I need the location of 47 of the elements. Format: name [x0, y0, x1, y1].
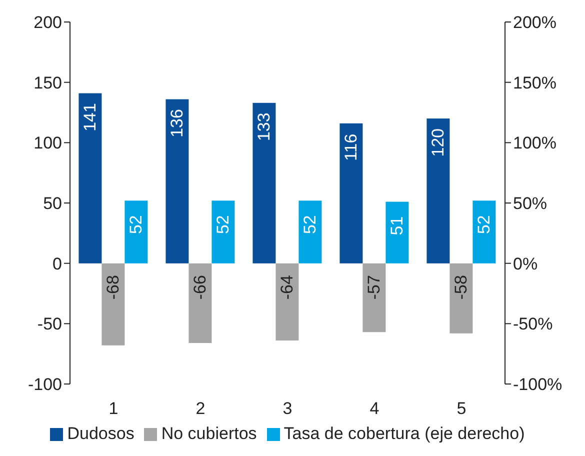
y2-tick-label: -100%: [513, 375, 562, 394]
y2-tick-label: 200%: [513, 13, 556, 32]
data-label: 52: [214, 215, 233, 234]
legend-label: No cubiertos: [161, 424, 257, 443]
x-tick-label: 3: [282, 399, 292, 418]
bar: [166, 99, 189, 264]
data-label: 120: [428, 128, 448, 157]
y2-tick-label: -50%: [513, 314, 553, 334]
bar: [188, 263, 212, 343]
x-tick-label: 4: [370, 399, 380, 418]
x-tick-label: 5: [456, 399, 466, 418]
bar: [102, 263, 125, 346]
data-label: -64: [278, 275, 297, 300]
data-label: -68: [104, 275, 123, 300]
data-label: 136: [168, 109, 187, 138]
y-tick-label: 200: [34, 13, 62, 32]
y-tick-label: -50: [37, 314, 62, 334]
y-tick-label: 50: [43, 194, 62, 214]
data-label: 51: [388, 216, 407, 236]
data-label: 141: [80, 103, 100, 132]
bar: [252, 102, 276, 264]
bar: [78, 93, 102, 264]
y-tick-label: 150: [34, 73, 62, 92]
x-tick-label: 2: [196, 399, 206, 418]
data-label: 52: [300, 215, 320, 234]
data-label: -66: [190, 275, 210, 300]
bar: [276, 263, 299, 341]
y2-tick-label: 150%: [513, 73, 556, 92]
y-tick-label: -100: [28, 375, 62, 394]
data-label: 52: [126, 215, 146, 234]
data-label: 52: [474, 215, 494, 234]
data-label: -57: [364, 275, 384, 300]
y-tick-label: 100: [34, 134, 62, 153]
data-label: -58: [452, 275, 471, 300]
bar: [362, 263, 386, 332]
data-label: 133: [254, 112, 274, 142]
legend-label: Dudosos: [67, 424, 134, 443]
y2-tick-label: 0%: [513, 254, 538, 274]
bar: [426, 118, 450, 264]
bar: [340, 123, 363, 264]
data-label: 116: [342, 134, 361, 161]
y-tick-label: 0: [52, 254, 62, 274]
y2-tick-label: 50%: [513, 194, 548, 214]
y2-tick-label: 100%: [513, 134, 556, 153]
legend-label: Tasa de cobertura (eje derecho): [284, 424, 525, 443]
x-tick-label: 1: [108, 399, 118, 418]
bar: [450, 263, 473, 334]
